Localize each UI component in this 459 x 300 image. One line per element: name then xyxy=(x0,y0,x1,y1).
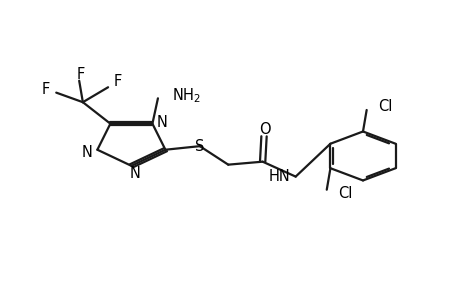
Text: O: O xyxy=(258,122,270,137)
Text: F: F xyxy=(77,67,85,82)
Text: HN: HN xyxy=(268,169,290,184)
Text: N: N xyxy=(129,166,140,181)
Text: Cl: Cl xyxy=(337,186,352,201)
Text: N: N xyxy=(82,145,93,160)
Text: N: N xyxy=(157,115,168,130)
Text: F: F xyxy=(114,74,122,89)
Text: NH$_2$: NH$_2$ xyxy=(171,87,200,105)
Text: Cl: Cl xyxy=(377,99,391,114)
Text: S: S xyxy=(195,139,204,154)
Text: F: F xyxy=(42,82,50,97)
